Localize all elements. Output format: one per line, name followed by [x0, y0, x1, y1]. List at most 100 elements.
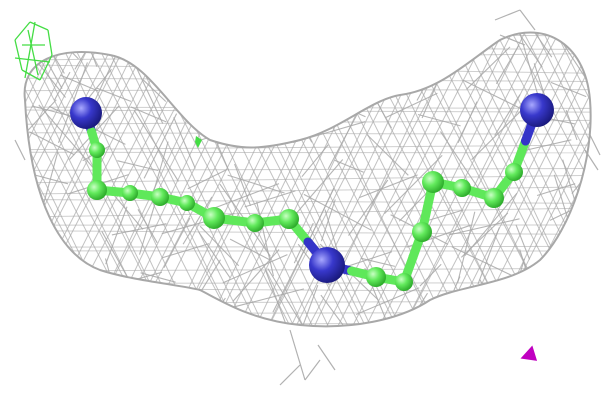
carbon-atom[interactable] [279, 209, 299, 229]
mesh-line [599, 20, 604, 360]
green-mesh-fragment [14, 21, 53, 81]
mesh-line [251, 60, 261, 95]
mesh-line [24, 254, 50, 309]
carbon-atom[interactable] [179, 195, 195, 211]
mesh-line [161, 32, 328, 327]
mesh-line [24, 132, 591, 135]
mesh-line [529, 32, 591, 327]
carbon-atom[interactable] [122, 185, 138, 201]
mesh-line [185, 331, 246, 346]
mesh-line [10, 328, 600, 330]
mesh-line [320, 199, 336, 242]
mesh-line [479, 279, 518, 327]
nitrogen-atom[interactable] [70, 97, 102, 129]
carbon-atom[interactable] [246, 214, 264, 232]
mesh-line [163, 44, 214, 61]
mesh-line [227, 96, 300, 118]
mesh-line [157, 32, 202, 40]
mesh-line [24, 168, 591, 171]
mesh-line [24, 89, 591, 92]
mesh-line [232, 41, 306, 66]
mesh-line [584, 149, 599, 171]
mesh-line [93, 32, 263, 327]
mesh-line [509, 258, 526, 306]
mesh-line [317, 344, 336, 371]
mesh-line [28, 250, 64, 286]
mesh-line [24, 32, 66, 327]
mesh-line [417, 113, 461, 127]
mesh-line [453, 32, 591, 327]
mesh-line [195, 32, 209, 46]
mesh-line [24, 207, 591, 218]
mesh-line [279, 364, 301, 386]
mesh-line [0, 20, 14, 360]
mesh-line [243, 76, 259, 130]
nitrogen-atom[interactable] [309, 247, 345, 283]
mesh-line [135, 65, 164, 124]
mesh-line [24, 201, 32, 241]
mesh-line [173, 117, 196, 169]
mesh-line [375, 327, 422, 339]
mesh-line [320, 32, 495, 327]
carbon-atom[interactable] [422, 171, 444, 193]
mesh-line [519, 9, 536, 31]
mesh-line [227, 174, 285, 194]
mesh-line [38, 104, 94, 168]
mesh-line [589, 32, 591, 327]
mesh-line [466, 46, 511, 90]
mesh-line [433, 276, 461, 327]
mesh-line [362, 32, 532, 327]
mesh-line [289, 329, 306, 381]
carbon-atom[interactable] [87, 180, 107, 200]
carbon-atom[interactable] [89, 142, 105, 158]
mesh-line [179, 324, 198, 327]
mesh-line [280, 88, 313, 143]
mesh-line [24, 32, 161, 327]
carbon-atom[interactable] [366, 267, 386, 287]
mesh-line [283, 332, 316, 343]
carbon-atom[interactable] [203, 207, 225, 229]
mesh-line [141, 32, 312, 327]
mesh-line [10, 343, 600, 344]
mesh-line [24, 312, 591, 315]
side-fragments [14, 21, 538, 361]
mesh-line [163, 217, 191, 268]
mesh-line [304, 359, 321, 381]
mesh-line [295, 159, 344, 214]
mesh-line [537, 32, 591, 327]
carbon-atom[interactable] [395, 273, 413, 291]
mesh-line [187, 169, 228, 190]
mesh-line [14, 139, 26, 161]
mesh-line [24, 32, 89, 327]
carbon-atom[interactable] [484, 188, 504, 208]
mesh-line [0, 20, 14, 360]
mesh-line [0, 20, 16, 360]
mesh-line [43, 152, 59, 204]
mesh-line [175, 297, 226, 327]
carbon-atom[interactable] [412, 222, 432, 242]
mesh-line [24, 32, 87, 327]
mesh-line [24, 245, 591, 248]
mesh-line [480, 317, 559, 327]
mesh-line [24, 322, 591, 325]
mesh-line [462, 79, 521, 109]
nitrogen-atom[interactable] [520, 93, 554, 127]
mesh-line [280, 32, 327, 68]
mesh-line [24, 267, 591, 272]
mesh-line [208, 59, 232, 125]
carbon-atom[interactable] [151, 188, 169, 206]
mesh-line [421, 297, 475, 327]
mesh-line [24, 32, 139, 327]
carbon-atom[interactable] [505, 163, 523, 181]
mesh-line [24, 144, 591, 151]
mesh-line [267, 268, 304, 327]
mesh-line [499, 34, 526, 46]
mesh-line [535, 32, 591, 327]
mesh-line [24, 77, 591, 83]
mesh-line [24, 32, 52, 327]
carbon-atom[interactable] [453, 179, 471, 197]
mesh-outline [23, 31, 592, 328]
mesh-line [205, 54, 220, 101]
mesh-line [490, 301, 516, 327]
